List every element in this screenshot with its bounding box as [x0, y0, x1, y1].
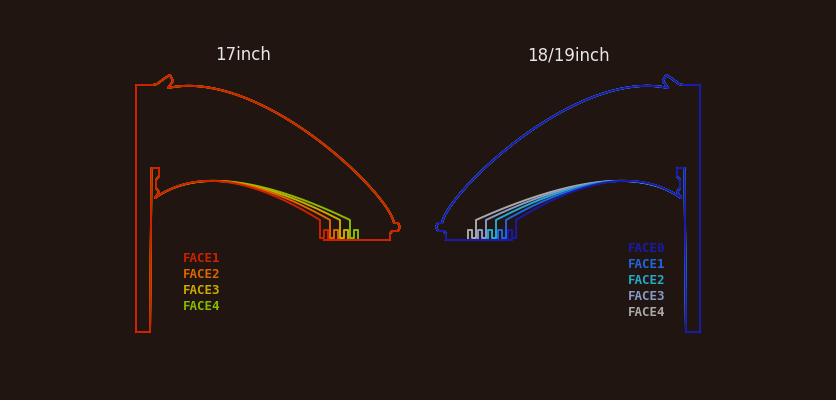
Text: FACE0: FACE0 — [628, 242, 665, 254]
Text: FACE1: FACE1 — [628, 258, 665, 270]
Text: FACE1: FACE1 — [183, 252, 221, 264]
Text: FACE2: FACE2 — [628, 274, 665, 286]
Text: 17inch: 17inch — [215, 46, 271, 64]
Text: FACE3: FACE3 — [183, 284, 221, 296]
Text: FACE3: FACE3 — [628, 290, 665, 302]
Text: FACE4: FACE4 — [183, 300, 221, 312]
Text: 18/19inch: 18/19inch — [527, 46, 609, 64]
Text: FACE2: FACE2 — [183, 268, 221, 280]
Text: FACE4: FACE4 — [628, 306, 665, 318]
